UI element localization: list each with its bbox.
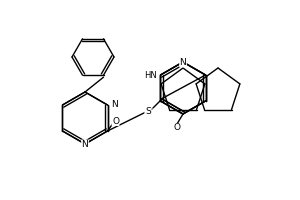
Text: N: N <box>112 100 118 109</box>
Text: HN: HN <box>144 71 157 79</box>
Text: N: N <box>82 140 88 149</box>
Text: O: O <box>173 123 181 132</box>
Text: S: S <box>145 108 151 116</box>
Text: N: N <box>180 58 186 67</box>
Text: O: O <box>112 116 119 126</box>
